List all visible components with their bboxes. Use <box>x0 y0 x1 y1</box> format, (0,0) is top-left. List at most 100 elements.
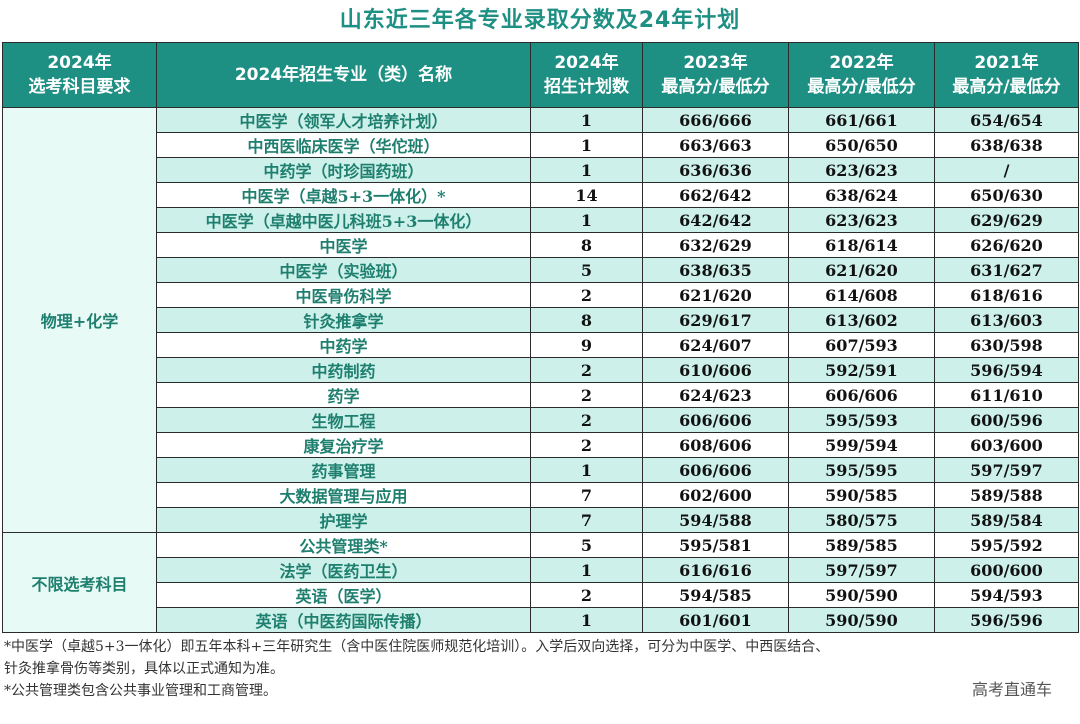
plan-cell: 7 <box>530 507 643 533</box>
major-cell: 中药学 <box>156 332 531 358</box>
plan-cell: 7 <box>530 482 643 508</box>
major-cell: 中医学 <box>156 232 531 258</box>
plan-cell: 1 <box>530 207 643 233</box>
plan-cell: 14 <box>530 182 643 208</box>
score-2021-cell: 618/616 <box>934 282 1079 308</box>
subject-group-cell: 不限选考科目 <box>2 532 157 633</box>
table-row: 法学（医药卫生） 1 616/616 597/597 600/600 <box>3 557 1079 583</box>
plan-cell: 1 <box>530 132 643 158</box>
header-2022: 2022年 最高分/最低分 <box>788 42 935 108</box>
score-2021-cell: 600/600 <box>934 557 1079 583</box>
header-2021: 2021年 最高分/最低分 <box>934 42 1079 108</box>
major-cell: 中药学（时珍国药班） <box>156 157 531 183</box>
score-2023-cell: 606/606 <box>642 457 789 483</box>
score-2021-cell: 638/638 <box>934 132 1079 158</box>
major-cell: 英语（中医药国际传播） <box>156 607 531 633</box>
plan-cell: 5 <box>530 532 643 558</box>
score-2023-cell: 602/600 <box>642 482 789 508</box>
table-row: 中医学 8 632/629 618/614 626/620 <box>3 232 1079 258</box>
score-2023-cell: 629/617 <box>642 307 789 333</box>
plan-cell: 1 <box>530 457 643 483</box>
table-row: 药事管理 1 606/606 595/595 597/597 <box>3 457 1079 483</box>
score-2022-cell: 595/593 <box>788 407 935 433</box>
major-cell: 中西医临床医学（华佗班） <box>156 132 531 158</box>
score-2022-cell: 597/597 <box>788 557 935 583</box>
score-2022-cell: 592/591 <box>788 357 935 383</box>
plan-cell: 2 <box>530 357 643 383</box>
footnote-1a: *中医学（卓越5+3一体化）即五年本科+三年研究生（含中医住院医师规范化培训）。… <box>4 639 830 655</box>
major-cell: 英语（医学） <box>156 582 531 608</box>
score-2022-cell: 580/575 <box>788 507 935 533</box>
score-2021-cell: 630/598 <box>934 332 1079 358</box>
score-2021-cell: 654/654 <box>934 107 1079 133</box>
score-2021-cell: 650/630 <box>934 182 1079 208</box>
table-row: 生物工程 2 606/606 595/593 600/596 <box>3 407 1079 433</box>
table-row: 康复治疗学 2 608/606 599/594 603/600 <box>3 432 1079 458</box>
plan-cell: 8 <box>530 232 643 258</box>
table-row: 药学 2 624/623 606/606 611/610 <box>3 382 1079 408</box>
major-cell: 针灸推拿学 <box>156 307 531 333</box>
score-2021-cell: 613/603 <box>934 307 1079 333</box>
plan-cell: 8 <box>530 307 643 333</box>
score-2023-cell: 594/588 <box>642 507 789 533</box>
score-2021-cell: / <box>934 157 1079 183</box>
score-2021-cell: 589/588 <box>934 482 1079 508</box>
score-2022-cell: 606/606 <box>788 382 935 408</box>
score-2023-cell: 606/606 <box>642 407 789 433</box>
header-plan: 2024年 招生计划数 <box>530 42 643 108</box>
score-2021-cell: 596/594 <box>934 357 1079 383</box>
footnote-2: *公共管理类包含公共事业管理和工商管理。 <box>4 683 277 699</box>
header-subject-requirement: 2024年 选考科目要求 <box>2 42 157 108</box>
score-2022-cell: 623/623 <box>788 207 935 233</box>
score-2023-cell: 595/581 <box>642 532 789 558</box>
plan-cell: 9 <box>530 332 643 358</box>
table-row: 针灸推拿学 8 629/617 613/602 613/603 <box>3 307 1079 333</box>
footnote-1b: 针灸推拿骨伤等类别，具体以正式通知为准。 <box>4 661 284 677</box>
plan-cell: 2 <box>530 432 643 458</box>
score-2022-cell: 607/593 <box>788 332 935 358</box>
table-row: 中医学（卓越5+3一体化）* 14 662/642 638/624 650/630 <box>3 182 1079 208</box>
table-row: 中药学（时珍国药班） 1 636/636 623/623/ <box>3 157 1079 183</box>
table-row: 中药学 9 624/607 607/593 630/598 <box>3 332 1079 358</box>
score-2022-cell: 614/608 <box>788 282 935 308</box>
score-2022-cell: 618/614 <box>788 232 935 258</box>
footnotes: *中医学（卓越5+3一体化）即五年本科+三年研究生（含中医住院医师规范化培训）。… <box>4 636 1074 702</box>
plan-cell: 2 <box>530 407 643 433</box>
score-2023-cell: 621/620 <box>642 282 789 308</box>
major-cell: 中医学（卓越5+3一体化）* <box>156 182 531 208</box>
score-2023-cell: 594/585 <box>642 582 789 608</box>
plan-cell: 1 <box>530 157 643 183</box>
score-2022-cell: 590/585 <box>788 482 935 508</box>
major-cell: 中医学（领军人才培养计划） <box>156 107 531 133</box>
major-cell: 药学 <box>156 382 531 408</box>
major-cell: 护理学 <box>156 507 531 533</box>
score-2021-cell: 600/596 <box>934 407 1079 433</box>
score-2021-cell: 594/593 <box>934 582 1079 608</box>
table-row: 物理+化学 中医学（领军人才培养计划） 1 666/666 661/661 654/654 <box>2 107 1079 533</box>
table-row: 中药制药 2 610/606 592/591 596/594 <box>3 357 1079 383</box>
plan-cell: 1 <box>530 107 643 133</box>
table-row: 不限选考科目 公共管理类* 5 595/581 589/585 595/592 <box>2 532 1079 633</box>
score-2023-cell: 601/601 <box>642 607 789 633</box>
score-2022-cell: 599/594 <box>788 432 935 458</box>
score-2021-cell: 629/629 <box>934 207 1079 233</box>
plan-cell: 1 <box>530 557 643 583</box>
plan-cell: 2 <box>530 382 643 408</box>
plan-cell: 5 <box>530 257 643 283</box>
major-cell: 中医学（实验班） <box>156 257 531 283</box>
score-2022-cell: 638/624 <box>788 182 935 208</box>
page-title: 山东近三年各专业录取分数及24年计划 <box>339 8 741 33</box>
score-2022-cell: 623/623 <box>788 157 935 183</box>
score-2023-cell: 663/663 <box>642 132 789 158</box>
header-row: 2024年 选考科目要求 2024年招生专业（类）名称 2024年 招生计划数 … <box>2 42 1079 108</box>
score-2022-cell: 650/650 <box>788 132 935 158</box>
score-2022-cell: 621/620 <box>788 257 935 283</box>
table-row: 护理学 7 594/588 580/575 589/584 <box>3 507 1079 533</box>
score-2023-cell: 632/629 <box>642 232 789 258</box>
table-row: 英语（医学） 2 594/585 590/590 594/593 <box>3 582 1079 608</box>
major-cell: 中医学（卓越中医儿科班5+3一体化） <box>156 207 531 233</box>
score-2023-cell: 662/642 <box>642 182 789 208</box>
plan-cell: 2 <box>530 582 643 608</box>
table-row: 中医学（卓越中医儿科班5+3一体化） 1 642/642 623/623 629/629 <box>3 207 1079 233</box>
